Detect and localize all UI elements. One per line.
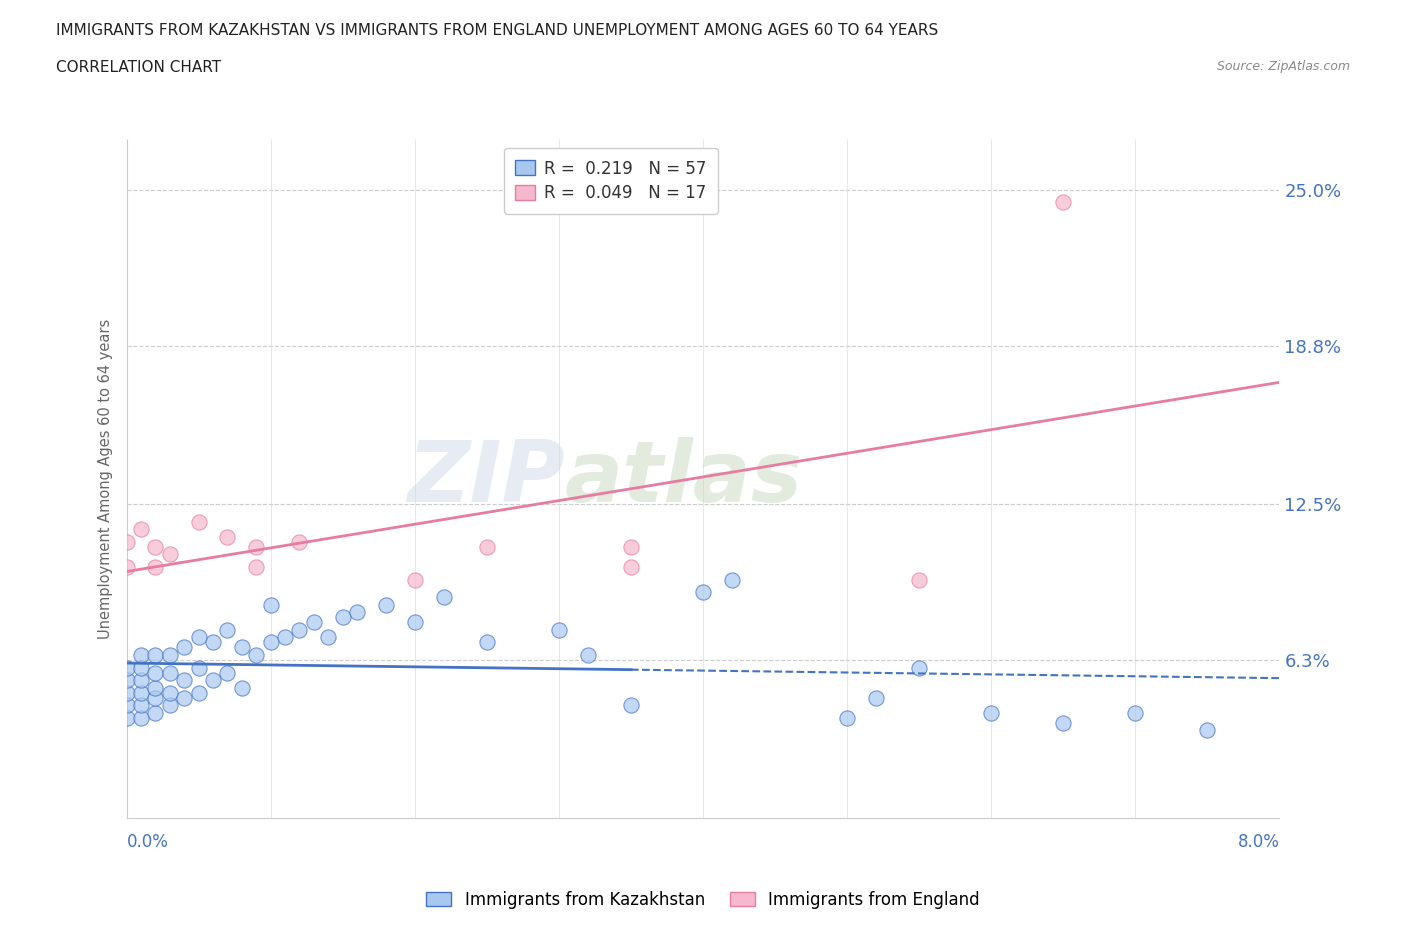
Point bbox=[173, 640, 195, 655]
Legend: Immigrants from Kazakhstan, Immigrants from England: Immigrants from Kazakhstan, Immigrants f… bbox=[418, 883, 988, 917]
Point bbox=[245, 560, 267, 575]
Text: ZIP: ZIP bbox=[406, 437, 565, 521]
Point bbox=[115, 660, 138, 675]
Point bbox=[145, 560, 166, 575]
Point bbox=[908, 660, 931, 675]
Point bbox=[433, 590, 456, 604]
Point bbox=[173, 672, 195, 687]
Text: 8.0%: 8.0% bbox=[1237, 832, 1279, 851]
Point bbox=[980, 705, 1002, 720]
Point bbox=[173, 690, 195, 705]
Point bbox=[316, 630, 339, 644]
Text: Source: ZipAtlas.com: Source: ZipAtlas.com bbox=[1216, 60, 1350, 73]
Point bbox=[115, 560, 138, 575]
Point bbox=[374, 597, 396, 612]
Point bbox=[129, 698, 152, 712]
Point bbox=[346, 604, 368, 619]
Point bbox=[129, 660, 152, 675]
Point bbox=[202, 672, 225, 687]
Point bbox=[115, 672, 138, 687]
Point bbox=[187, 660, 209, 675]
Point bbox=[245, 539, 267, 554]
Point bbox=[1052, 195, 1074, 210]
Point bbox=[129, 522, 152, 537]
Point bbox=[159, 547, 181, 562]
Point bbox=[245, 647, 267, 662]
Point bbox=[129, 672, 152, 687]
Point bbox=[217, 529, 239, 544]
Point bbox=[475, 539, 498, 554]
Text: 0.0%: 0.0% bbox=[127, 832, 169, 851]
Point bbox=[159, 647, 181, 662]
Point bbox=[129, 647, 152, 662]
Point bbox=[288, 622, 311, 637]
Point bbox=[547, 622, 569, 637]
Point bbox=[288, 535, 311, 550]
Point bbox=[145, 665, 166, 680]
Point bbox=[159, 698, 181, 712]
Point bbox=[129, 685, 152, 700]
Point bbox=[145, 705, 166, 720]
Point bbox=[1125, 705, 1147, 720]
Point bbox=[404, 615, 426, 630]
Point bbox=[332, 610, 354, 625]
Point bbox=[274, 630, 297, 644]
Y-axis label: Unemployment Among Ages 60 to 64 years: Unemployment Among Ages 60 to 64 years bbox=[98, 319, 114, 639]
Point bbox=[115, 698, 138, 712]
Point bbox=[231, 680, 253, 695]
Legend: R =  0.219   N = 57, R =  0.049   N = 17: R = 0.219 N = 57, R = 0.049 N = 17 bbox=[503, 148, 718, 214]
Point bbox=[217, 622, 239, 637]
Point bbox=[835, 711, 858, 725]
Point bbox=[115, 535, 138, 550]
Point bbox=[217, 665, 239, 680]
Point bbox=[302, 615, 325, 630]
Point bbox=[145, 647, 166, 662]
Point bbox=[576, 647, 599, 662]
Point bbox=[692, 585, 714, 600]
Point bbox=[187, 514, 209, 529]
Point bbox=[1052, 715, 1074, 730]
Text: atlas: atlas bbox=[565, 437, 803, 521]
Point bbox=[187, 630, 209, 644]
Point bbox=[259, 597, 281, 612]
Point bbox=[145, 690, 166, 705]
Point bbox=[115, 685, 138, 700]
Text: CORRELATION CHART: CORRELATION CHART bbox=[56, 60, 221, 75]
Point bbox=[259, 635, 281, 650]
Point bbox=[159, 685, 181, 700]
Point bbox=[620, 539, 643, 554]
Point bbox=[908, 572, 931, 587]
Point bbox=[145, 539, 166, 554]
Point bbox=[865, 690, 887, 705]
Point bbox=[115, 711, 138, 725]
Point bbox=[475, 635, 498, 650]
Point bbox=[159, 665, 181, 680]
Point bbox=[620, 560, 643, 575]
Point bbox=[145, 680, 166, 695]
Point bbox=[187, 685, 209, 700]
Point bbox=[720, 572, 742, 587]
Text: IMMIGRANTS FROM KAZAKHSTAN VS IMMIGRANTS FROM ENGLAND UNEMPLOYMENT AMONG AGES 60: IMMIGRANTS FROM KAZAKHSTAN VS IMMIGRANTS… bbox=[56, 23, 938, 38]
Point bbox=[1197, 723, 1219, 737]
Point bbox=[129, 711, 152, 725]
Point bbox=[202, 635, 225, 650]
Point bbox=[404, 572, 426, 587]
Point bbox=[620, 698, 643, 712]
Point bbox=[231, 640, 253, 655]
